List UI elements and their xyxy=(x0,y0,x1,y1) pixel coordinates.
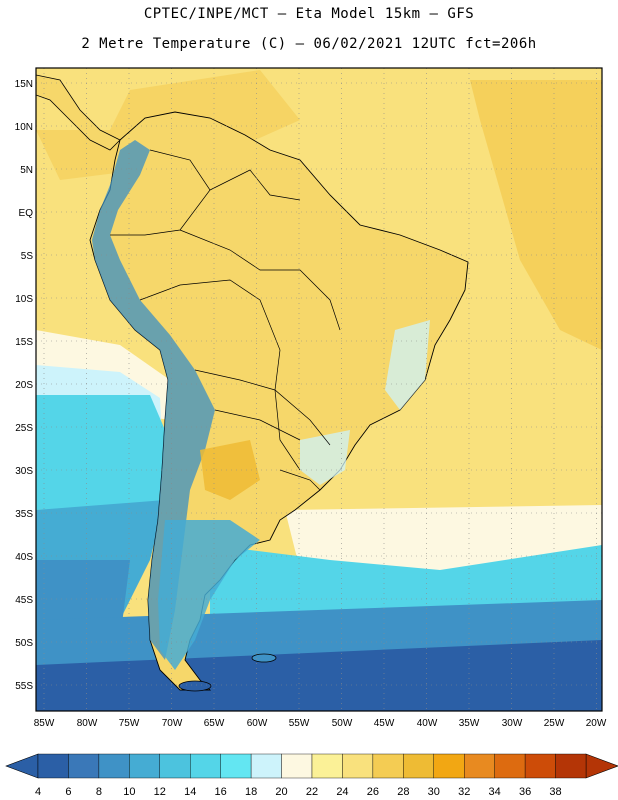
lon-label: 50W xyxy=(332,718,353,729)
colorbar-label: 24 xyxy=(336,786,348,798)
central-america xyxy=(35,74,121,151)
colorbar-label: 14 xyxy=(184,786,196,798)
colorbar-cell xyxy=(342,753,374,779)
lat-label: 10N xyxy=(15,122,33,133)
colorbar-cell xyxy=(190,753,221,779)
map-panel xyxy=(35,67,603,712)
longitude-labels: 85W 80W 75W 70W 65W 60W 55W 50W 45W 40W … xyxy=(34,718,607,729)
lon-label: 65W xyxy=(204,718,225,729)
colorbar-cell xyxy=(464,753,495,779)
colorbar-label: 38 xyxy=(549,786,561,798)
lon-label: 25W xyxy=(544,718,565,729)
lon-label: 80W xyxy=(77,718,98,729)
lat-label: 25S xyxy=(15,423,33,434)
lat-label: 55S xyxy=(15,681,33,692)
colorbar-label: 4 xyxy=(35,786,41,798)
colorbar-right-arrow xyxy=(585,753,618,779)
lon-label: 85W xyxy=(34,718,55,729)
lat-label: 5S xyxy=(21,251,34,262)
lat-label: 45S xyxy=(15,595,33,606)
colorbar-cell xyxy=(311,753,343,779)
cold-atlantic xyxy=(210,545,602,620)
tierra-del-fuego xyxy=(178,680,212,692)
latitude-labels: 15N 10N 5N EQ 5S 10S 15S 20S 25S 30S 35S… xyxy=(15,79,34,692)
colorbar-cell xyxy=(372,753,404,779)
lat-label: 50S xyxy=(15,638,33,649)
colorbar-label: 6 xyxy=(65,786,71,798)
colorbar-label: 20 xyxy=(275,786,287,798)
coldest-southern-ocean xyxy=(36,640,602,711)
colorbar-cell xyxy=(524,753,556,779)
colorbar-cell xyxy=(433,753,465,779)
hot-interior-argentina xyxy=(200,440,260,500)
colorbar-label: 18 xyxy=(245,786,257,798)
colorbar-label: 10 xyxy=(123,786,135,798)
colorbar-cell xyxy=(403,753,434,779)
patagonia-cool xyxy=(158,520,260,670)
map-frame xyxy=(35,67,603,712)
lon-label: 75W xyxy=(119,718,140,729)
lat-label: 10S xyxy=(15,294,33,305)
colorbar-cell xyxy=(281,753,313,779)
lat-label: 35S xyxy=(15,509,33,520)
colorbar-label: 32 xyxy=(458,786,470,798)
colorbar-label: 26 xyxy=(367,786,379,798)
lat-label: 15S xyxy=(15,337,33,348)
colorbar-cell xyxy=(220,753,252,779)
colorbar-label: 30 xyxy=(428,786,440,798)
colorbar-cell xyxy=(494,753,526,779)
lon-label: 45W xyxy=(374,718,395,729)
cool-south-brazil xyxy=(300,430,350,485)
colorbar-label: 16 xyxy=(215,786,227,798)
colorbar-label: 12 xyxy=(154,786,166,798)
colorbar-cell xyxy=(129,753,160,779)
lat-label: EQ xyxy=(19,208,34,219)
colorbar-label: 28 xyxy=(397,786,409,798)
colorbar-cell xyxy=(37,753,69,779)
colorbar-label: 36 xyxy=(519,786,531,798)
colorbar-cell xyxy=(98,753,130,779)
temperature-colorbar: 4 6 8 10 12 14 16 18 20 22 24 26 28 30 32 34 36 38 xyxy=(5,753,618,798)
colorbar-cell xyxy=(159,753,191,779)
lat-label: 40S xyxy=(15,552,33,563)
lon-label: 35W xyxy=(459,718,480,729)
colorbar-cell xyxy=(250,753,282,779)
lon-label: 55W xyxy=(289,718,310,729)
map-title-line2: 2 Metre Temperature (C) – 06/02/2021 12U… xyxy=(81,36,537,52)
colorbar-label: 8 xyxy=(96,786,102,798)
cool-brazil-highlands xyxy=(385,320,430,410)
falkland-islands xyxy=(251,653,277,663)
colorbar-cell xyxy=(555,753,587,779)
colorbar-cell xyxy=(68,753,100,779)
lon-label: 70W xyxy=(162,718,183,729)
lon-label: 40W xyxy=(417,718,438,729)
lon-label: 60W xyxy=(247,718,268,729)
colorbar-left-arrow xyxy=(5,753,39,779)
lat-label: 15N xyxy=(15,79,33,90)
lat-label: 5N xyxy=(20,165,33,176)
cold-pacific xyxy=(36,395,165,510)
colorbar-label: 34 xyxy=(489,786,501,798)
map-title-line1: CPTEC/INPE/MCT – Eta Model 15km – GFS xyxy=(143,6,475,22)
lon-label: 20W xyxy=(586,718,607,729)
lat-label: 20S xyxy=(15,380,33,391)
country-borders xyxy=(110,149,341,491)
lat-label: 30S xyxy=(15,466,33,477)
lat-lon-grid xyxy=(36,68,602,711)
colorbar-label: 22 xyxy=(306,786,318,798)
hot-ocean-east xyxy=(470,80,602,350)
lon-label: 30W xyxy=(502,718,523,729)
